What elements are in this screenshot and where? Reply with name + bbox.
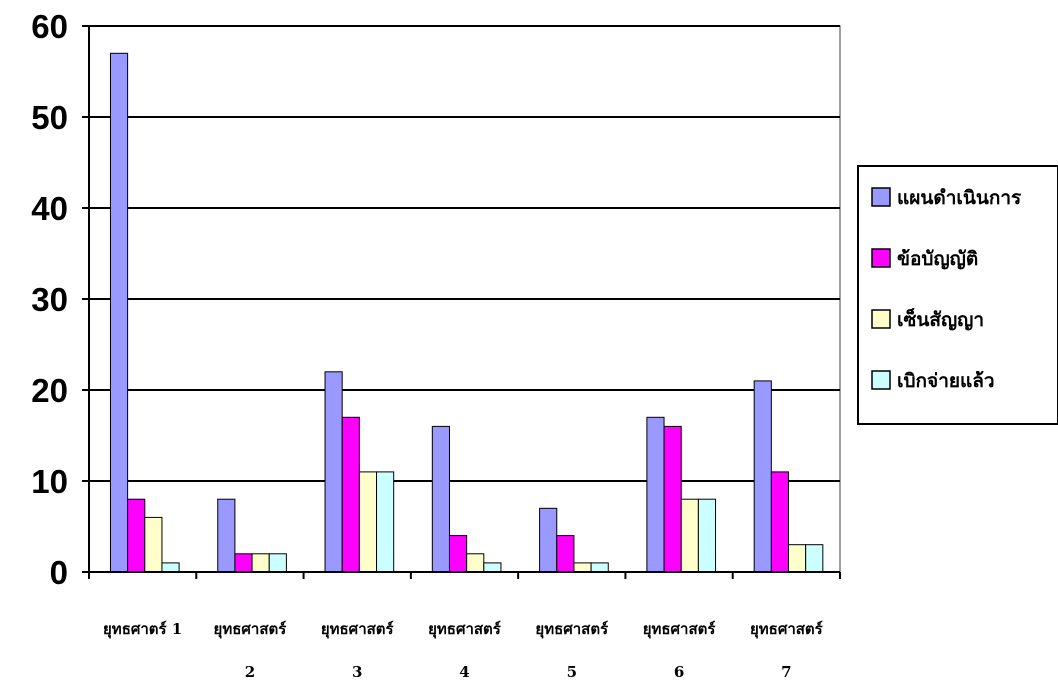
x-tick-label: 7 [781,663,791,681]
x-tick-label: ยุทธศาสตร์ [643,620,717,639]
bar [680,498,699,573]
x-tick-label: ยุทธศาสตร์ [428,620,502,639]
x-tick-label: 5 [567,663,577,681]
bar [324,371,343,573]
x-tick-label: ยุทธศาสตร์ [321,620,395,639]
legend-swatch [871,248,891,268]
bar [539,507,558,573]
legend-label: เซ็นสัญญา [897,307,984,331]
legend-swatch [871,370,891,390]
y-tick-label: 50 [31,99,68,136]
bar [144,516,163,573]
x-tick-label: 2 [245,663,255,681]
x-tick-label: 4 [459,663,469,681]
bar [697,498,717,573]
legend-label: เบิกจ่ายแล้ว [897,370,995,392]
bar [217,498,236,573]
y-tick-label: 10 [31,463,68,500]
x-tick-label: 3 [352,663,362,681]
legend: แผนดำเนินการข้อบัญญัติเซ็นสัญญาเบิกจ่ายแ… [857,165,1058,425]
bar [663,425,682,573]
x-tick-label: ยุทธศาตร์ 1 [103,620,182,639]
plot-area [88,25,841,573]
bar [466,553,485,573]
bar [770,471,790,573]
bar [109,52,129,573]
bar [127,498,146,573]
x-tick-label: ยุทธศาสตร์ [214,620,288,639]
bar [448,535,468,573]
y-tick-label: 0 [50,554,68,591]
x-tick-label: ยุทธศาสตร์ [535,620,609,639]
y-axis-ticks: 0 10 20 30 40 50 60 [31,8,89,591]
legend-box [857,165,1058,425]
legend-swatch [871,187,891,207]
x-tick-label: 6 [674,663,684,681]
bar [358,471,378,573]
legend-label: แผนดำเนินการ [897,187,1022,209]
bar [251,553,270,573]
legend-items: แผนดำเนินการข้อบัญญัติเซ็นสัญญาเบิกจ่ายแ… [871,187,1022,392]
bar [590,562,609,573]
legend-swatch [871,309,891,329]
y-tick-label: 20 [31,372,68,409]
x-tick-label: ยุทธศาสตร์ [750,620,824,639]
bar [646,416,665,573]
bar [753,380,772,573]
bar [341,416,360,573]
bar [431,425,450,573]
bar [788,544,807,573]
bar [268,553,287,573]
x-axis-ticks: ยุทธศาตร์ 1 ยุทธศาสตร์ 2 ยุทธศาสตร์ 3 ยุทธศาส… [88,572,841,681]
legend-label: ข้อบัญญัติ [897,248,978,270]
bar [161,562,180,573]
bars [109,52,824,573]
bar [483,562,502,573]
y-tick-label: 40 [31,190,68,227]
bar [573,562,592,573]
bar [376,471,395,573]
gridlines [89,25,840,482]
bar [805,544,824,573]
y-tick-label: 60 [31,8,68,45]
bar [556,535,575,573]
bar [234,553,253,573]
y-tick-label: 30 [31,281,68,318]
